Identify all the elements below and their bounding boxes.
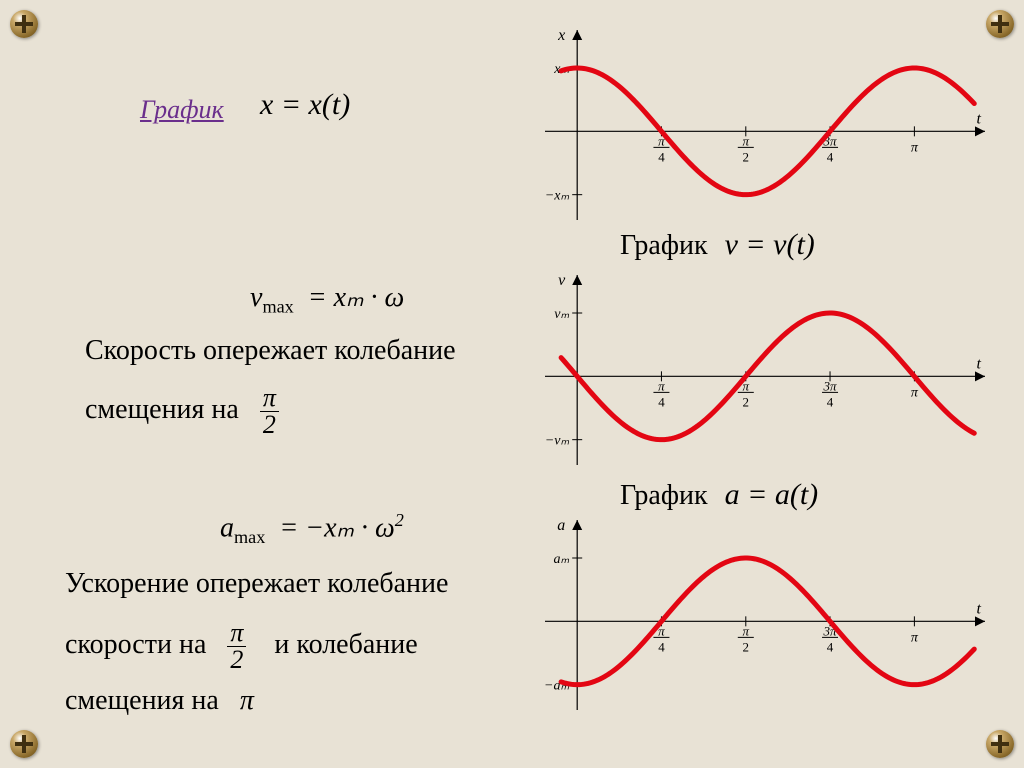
svg-text:2: 2 [743,394,750,409]
text-speed-lead: Скорость опережает колебание [85,335,456,367]
graph-title-x: График [140,95,224,125]
svg-text:aₘ: aₘ [553,552,569,567]
svg-text:v: v [558,272,566,289]
corner-ornament [10,730,38,758]
graph-label-v: График v = v(t) [620,228,815,262]
svg-text:4: 4 [827,639,834,654]
equation-x: x = x(t) [260,88,350,122]
svg-text:t: t [977,600,982,617]
text-disp-by-pi: смещения на π [65,685,254,717]
svg-text:vₘ: vₘ [554,307,569,322]
text-displacement-pi2: смещения на π 2 [85,385,279,438]
svg-text:2: 2 [743,149,750,164]
svg-text:π: π [911,140,919,155]
svg-text:π: π [911,630,919,645]
svg-text:4: 4 [827,149,834,164]
corner-ornament [986,730,1014,758]
chart-displacement: π4π23π4πxxₘ−xₘt [545,30,985,220]
text-speed-by: скорости на π 2 и колебание [65,620,418,673]
equation-amax: amax = −xₘ · ω2 [220,510,404,548]
svg-text:π: π [658,378,665,393]
svg-text:4: 4 [658,149,665,164]
chart-velocity: π4π23π4πvvₘ−vₘt [545,275,985,465]
svg-text:t: t [977,355,982,372]
corner-ornament [10,10,38,38]
corner-ornament [986,10,1014,38]
svg-text:t: t [977,110,982,127]
svg-text:π: π [743,133,750,148]
svg-text:3π: 3π [823,378,838,393]
svg-text:π: π [743,623,750,638]
svg-text:4: 4 [658,394,665,409]
svg-text:−xₘ: −xₘ [545,189,570,204]
svg-text:2: 2 [743,639,750,654]
chart-acceleration: π4π23π4πaaₘ−aₘt [545,520,985,710]
svg-text:−vₘ: −vₘ [545,434,570,449]
svg-text:4: 4 [827,394,834,409]
svg-text:π: π [911,385,919,400]
text-accel-lead: Ускорение опережает колебание [65,568,448,600]
equation-vmax: vmax = xₘ · ω [250,280,404,318]
svg-text:a: a [557,517,565,534]
graph-label-a: График a = a(t) [620,478,818,512]
svg-text:4: 4 [658,639,665,654]
svg-text:x: x [557,27,565,44]
